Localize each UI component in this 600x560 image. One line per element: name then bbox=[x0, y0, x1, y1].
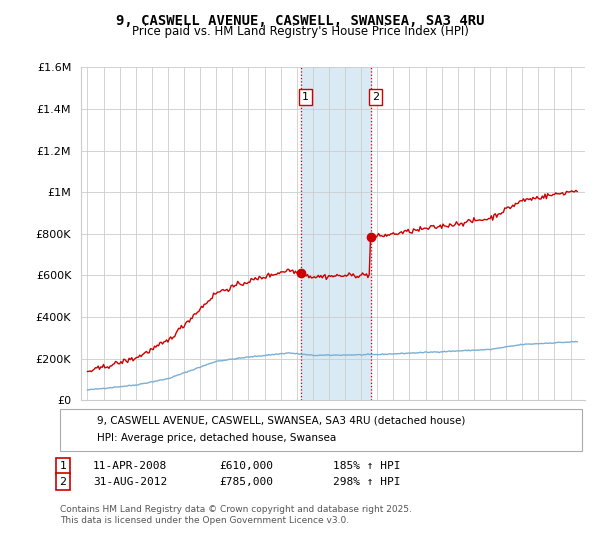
Text: HPI: Average price, detached house, Swansea: HPI: Average price, detached house, Swan… bbox=[97, 433, 337, 443]
Text: 185% ↑ HPI: 185% ↑ HPI bbox=[333, 461, 401, 471]
Text: £610,000: £610,000 bbox=[219, 461, 273, 471]
Text: 9, CASWELL AVENUE, CASWELL, SWANSEA, SA3 4RU: 9, CASWELL AVENUE, CASWELL, SWANSEA, SA3… bbox=[116, 14, 484, 28]
Text: Contains HM Land Registry data © Crown copyright and database right 2025.
This d: Contains HM Land Registry data © Crown c… bbox=[60, 505, 412, 525]
Text: 9, CASWELL AVENUE, CASWELL, SWANSEA, SA3 4RU (detached house): 9, CASWELL AVENUE, CASWELL, SWANSEA, SA3… bbox=[97, 416, 466, 426]
Text: 1: 1 bbox=[59, 461, 67, 471]
Text: £785,000: £785,000 bbox=[219, 477, 273, 487]
Text: Price paid vs. HM Land Registry's House Price Index (HPI): Price paid vs. HM Land Registry's House … bbox=[131, 25, 469, 38]
Text: 31-AUG-2012: 31-AUG-2012 bbox=[93, 477, 167, 487]
Bar bbox=[301, 67, 371, 400]
Text: 11-APR-2008: 11-APR-2008 bbox=[93, 461, 167, 471]
Text: 298% ↑ HPI: 298% ↑ HPI bbox=[333, 477, 401, 487]
Text: 2: 2 bbox=[372, 92, 379, 102]
Text: 1: 1 bbox=[302, 92, 309, 102]
Text: 2: 2 bbox=[59, 477, 67, 487]
